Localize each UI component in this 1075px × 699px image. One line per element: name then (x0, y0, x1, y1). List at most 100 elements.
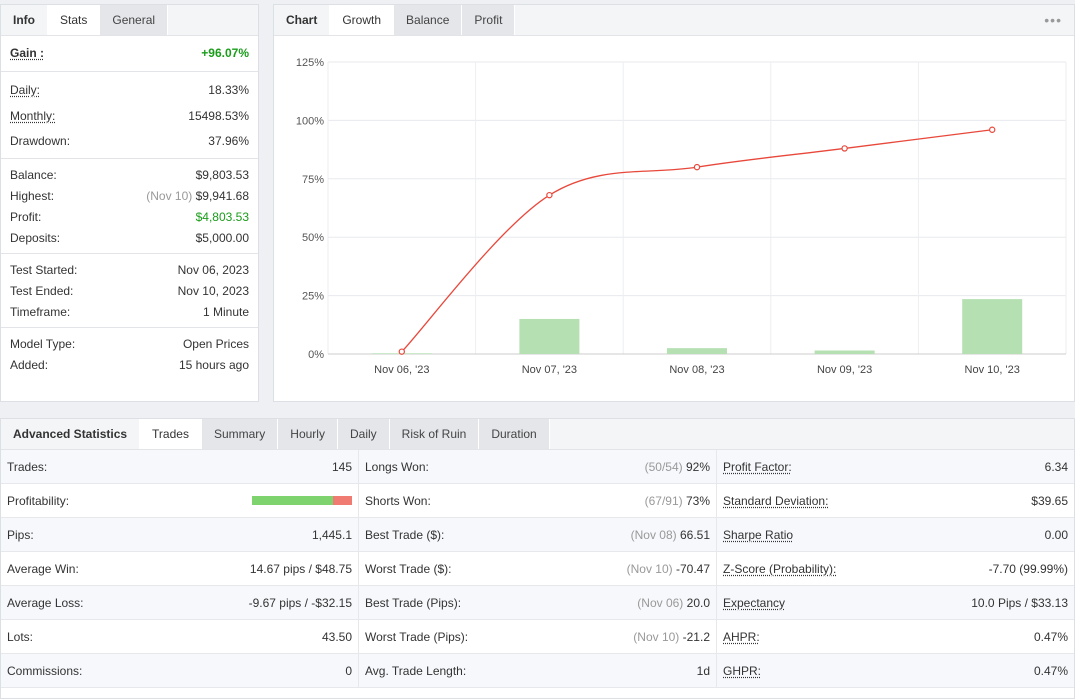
profit-factor-value: 6.34 (1044, 459, 1068, 474)
tab-advanced-statistics[interactable]: Advanced Statistics (1, 419, 141, 449)
more-horizontal-icon[interactable]: ••• (1044, 12, 1062, 28)
timeframe-row: Timeframe: 1 Minute (1, 301, 258, 322)
tab-daily[interactable]: Daily (337, 419, 390, 449)
worst-trade-pips-value: -21.2 (682, 629, 710, 644)
x-tick-label: Nov 09, '23 (817, 364, 872, 376)
tab-chart[interactable]: Chart (274, 5, 331, 35)
profitability-won-fill (252, 496, 333, 505)
balance-label: Balance: (10, 167, 57, 182)
ghpr-label[interactable]: GHPR: (723, 663, 762, 678)
lots-label: Lots: (7, 629, 34, 644)
sharpe-ratio-value: 0.00 (1044, 527, 1068, 542)
tab-balance[interactable]: Balance (394, 5, 463, 35)
commissions-label: Commissions: (7, 663, 83, 678)
balance-row: Balance: $9,803.53 (1, 164, 258, 185)
monthly-label[interactable]: Monthly: (10, 109, 56, 123)
monthly-value: 15498.53% (188, 109, 249, 123)
tab-stats[interactable]: Stats (48, 5, 101, 35)
stat-row: Avg. Trade Length: 1d (359, 654, 716, 688)
ahpr-label[interactable]: AHPR: (723, 629, 760, 644)
expectancy-label[interactable]: Expectancy (723, 595, 786, 610)
pips-label: Pips: (7, 527, 34, 542)
ahpr-value: 0.47% (1033, 629, 1068, 644)
chart-panel: Chart Growth Balance Profit ••• 0% 25% 50%… (273, 4, 1075, 402)
trades-value: 145 (331, 459, 352, 474)
divider (1, 158, 258, 159)
gain-label[interactable]: Gain : (10, 46, 45, 60)
growth-chart: 0% 25% 50% 75% 100% 125% Nov 06, '23 Nov 07, '2… (296, 57, 1067, 376)
chart-bar (519, 318, 580, 354)
shorts-won-label: Shorts Won: (365, 493, 431, 508)
stats-col-2: Longs Won: (50/54) 92% Shorts Won: (67/91)… (359, 450, 717, 688)
pips-value: 1,445.1 (311, 527, 352, 542)
avg-trade-length-label: Avg. Trade Length: (365, 663, 467, 678)
worst-trade-usd-value: -70.47 (675, 561, 710, 576)
tab-trades[interactable]: Trades (140, 419, 202, 449)
longs-won-note: (50/54) (644, 459, 683, 474)
growth-point (546, 191, 553, 199)
profit-value: $4,803.53 (195, 209, 249, 224)
tab-info[interactable]: Info (1, 5, 48, 35)
longs-won-value: 92% (685, 459, 710, 474)
model-type-value: Open Prices (182, 336, 249, 351)
stats-grid: Trades: 145 Profitability: Pips: 1,445.1 A… (1, 450, 1074, 688)
stat-row: Average Win: 14.67 pips / $48.75 (1, 552, 358, 586)
tab-duration[interactable]: Duration (479, 419, 550, 449)
x-tick-label: Nov 08, '23 (669, 364, 724, 376)
best-trade-usd-value: 66.51 (679, 527, 710, 542)
tab-hourly[interactable]: Hourly (278, 419, 338, 449)
highest-date: (Nov 10) (146, 188, 193, 203)
x-tick-label: Nov 10, '23 (965, 364, 1020, 376)
divider (1, 71, 258, 72)
lots-value: 43.50 (321, 629, 352, 644)
drawdown-value: 37.96% (208, 134, 249, 148)
model-type-row: Model Type: Open Prices (1, 333, 258, 354)
x-tick-label: Nov 07, '23 (522, 364, 577, 376)
stat-row: Worst Trade ($): (Nov 10) -70.47 (359, 552, 716, 586)
info-panel: Info Stats General Gain : +96.07% Daily:… (0, 4, 259, 402)
best-trade-pips-label: Best Trade (Pips): (365, 595, 462, 610)
growth-point (693, 163, 701, 171)
ghpr-value: 0.47% (1033, 663, 1068, 678)
stat-row: Profitability: (1, 484, 358, 518)
z-score-label[interactable]: Z-Score (Probability): (723, 561, 837, 576)
profit-factor-label[interactable]: Profit Factor: (723, 459, 792, 474)
tab-risk-of-ruin[interactable]: Risk of Ruin (389, 419, 480, 449)
shorts-won-note: (67/91) (644, 493, 683, 508)
x-tick-label: Nov 06, '23 (374, 364, 429, 376)
daily-label[interactable]: Daily: (10, 83, 41, 97)
timeframe-value: 1 Minute (202, 304, 249, 319)
stat-row: Sharpe Ratio 0.00 (717, 518, 1074, 552)
stat-row: Worst Trade (Pips): (Nov 10) -21.2 (359, 620, 716, 654)
best-trade-pips-note: (Nov 06) (637, 595, 684, 610)
highest-row: Highest: (Nov 10) $9,941.68 (1, 185, 258, 206)
profitability-bar (252, 496, 352, 505)
commissions-value: 0 (345, 663, 352, 678)
sharpe-ratio-label[interactable]: Sharpe Ratio (723, 527, 794, 542)
average-loss-label: Average Loss: (7, 595, 84, 610)
added-row: Added: 15 hours ago (1, 354, 258, 375)
worst-trade-pips-note: (Nov 10) (633, 629, 680, 644)
stat-row: Average Loss: -9.67 pips / -$32.15 (1, 586, 358, 620)
growth-point (841, 145, 848, 152)
drawdown-label: Drawdown: (10, 134, 71, 148)
profitability-label: Profitability: (7, 493, 70, 508)
tab-profit[interactable]: Profit (462, 5, 516, 35)
deposits-value: $5,000.00 (195, 230, 249, 245)
chart-tabs: Chart Growth Balance Profit (274, 5, 1074, 36)
standard-deviation-label[interactable]: Standard Deviation: (723, 493, 829, 508)
monthly-row: Monthly: 15498.53% (1, 103, 258, 129)
tab-summary[interactable]: Summary (201, 419, 279, 449)
test-started-label: Test Started: (10, 262, 78, 277)
growth-line (401, 129, 993, 353)
tab-general[interactable]: General (100, 5, 169, 35)
tab-growth[interactable]: Growth (330, 5, 395, 35)
test-started-value: Nov 06, 2023 (177, 262, 249, 277)
avg-trade-length-value: 1d (696, 663, 710, 678)
test-started-row: Test Started: Nov 06, 2023 (1, 259, 258, 280)
stat-row: Best Trade ($): (Nov 08) 66.51 (359, 518, 716, 552)
divider (1, 253, 258, 254)
stat-row: Best Trade (Pips): (Nov 06) 20.0 (359, 586, 716, 620)
stat-row: Z-Score (Probability): -7.70 (99.99%) (717, 552, 1074, 586)
best-trade-usd-label: Best Trade ($): (365, 527, 445, 542)
